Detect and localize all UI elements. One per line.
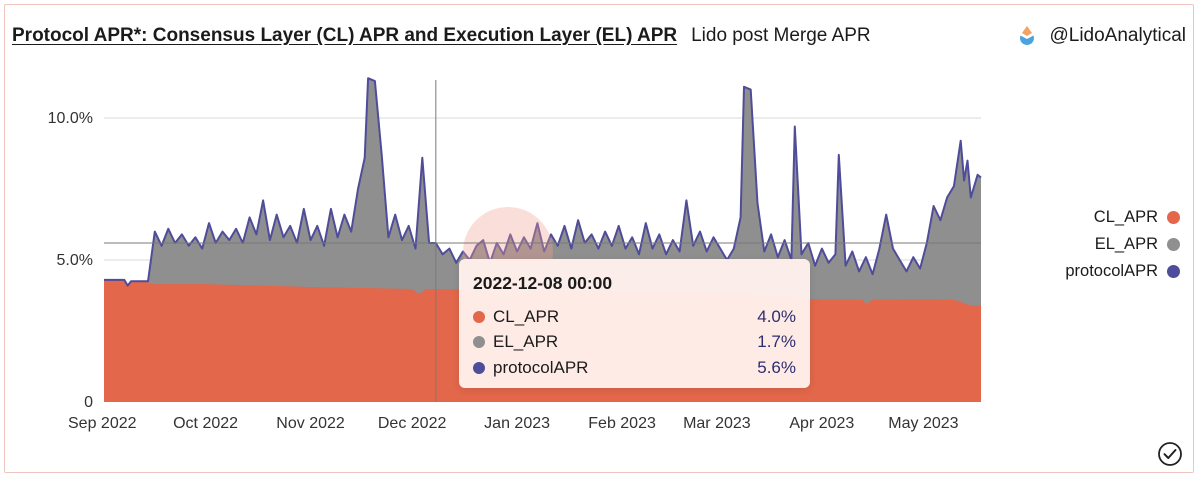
x-tick-label: Sep 2022	[68, 415, 137, 432]
y-tick-label: 0	[84, 394, 93, 411]
tooltip-row-el: EL_APR 1.7%	[473, 330, 796, 356]
x-axis: Sep 2022 Oct 2022 Nov 2022 Dec 2022 Jan 2023…	[68, 415, 959, 432]
author[interactable]: @LidoAnalytical	[1017, 25, 1186, 47]
tooltip-dot-cl	[473, 310, 485, 323]
legend-item-cl[interactable]: CL_APR	[1040, 204, 1180, 231]
x-tick-label: Apr 2023	[789, 415, 854, 432]
chart-title-link[interactable]: Protocol APR*: Consensus Layer (CL) APR …	[12, 25, 678, 46]
legend-item-el[interactable]: EL_APR	[1040, 231, 1180, 258]
tooltip-series-value: 1.7%	[757, 332, 796, 352]
chart-subtitle: Lido post Merge APR	[691, 25, 871, 46]
check-circle-icon[interactable]	[1157, 441, 1183, 467]
chart-header: Protocol APR*: Consensus Layer (CL) APR …	[12, 22, 1186, 50]
tooltip-date: 2022-12-08 00:00	[473, 273, 613, 293]
protocol-apr-line	[104, 77, 982, 287]
tooltip-dot-el	[473, 336, 485, 349]
author-name: @LidoAnalytical	[1049, 25, 1186, 46]
legend-dot-cl	[1167, 211, 1180, 224]
tooltip-series-name: EL_APR	[493, 332, 559, 352]
tooltip-dot-protocol	[473, 361, 485, 374]
x-tick-label: Nov 2022	[276, 415, 345, 432]
tooltip-series-name: protocolAPR	[493, 357, 589, 377]
legend: CL_APR EL_APR protocolAPR	[1040, 204, 1180, 285]
tooltip-series-value: 5.6%	[757, 357, 796, 377]
x-tick-label: May 2023	[888, 415, 958, 432]
y-tick-label: 5.0%	[57, 252, 93, 269]
tooltip-row-cl: CL_APR 4.0%	[473, 304, 796, 330]
x-tick-label: Mar 2023	[683, 415, 751, 432]
legend-dot-protocol	[1167, 265, 1180, 278]
legend-dot-el	[1167, 238, 1180, 251]
lido-drop-icon	[1020, 26, 1035, 45]
legend-label: EL_APR	[1094, 235, 1158, 253]
legend-item-protocol[interactable]: protocolAPR	[1040, 258, 1180, 285]
y-tick-label: 10.0%	[48, 110, 93, 127]
x-tick-label: Dec 2022	[378, 415, 447, 432]
chart-tooltip: 2022-12-08 00:00 CL_APR 4.0% EL_APR 1.7%…	[459, 259, 810, 388]
tooltip-series-value: 4.0%	[757, 306, 796, 326]
legend-label: CL_APR	[1093, 208, 1158, 226]
x-tick-label: Jan 2023	[484, 415, 550, 432]
legend-label: protocolAPR	[1065, 262, 1158, 280]
tooltip-series-name: CL_APR	[493, 306, 560, 326]
x-tick-label: Feb 2023	[588, 415, 656, 432]
x-tick-label: Oct 2022	[173, 415, 238, 432]
tooltip-row-protocol: protocolAPR 5.6%	[473, 355, 796, 381]
y-axis: 0 5.0% 10.0%	[48, 110, 93, 411]
